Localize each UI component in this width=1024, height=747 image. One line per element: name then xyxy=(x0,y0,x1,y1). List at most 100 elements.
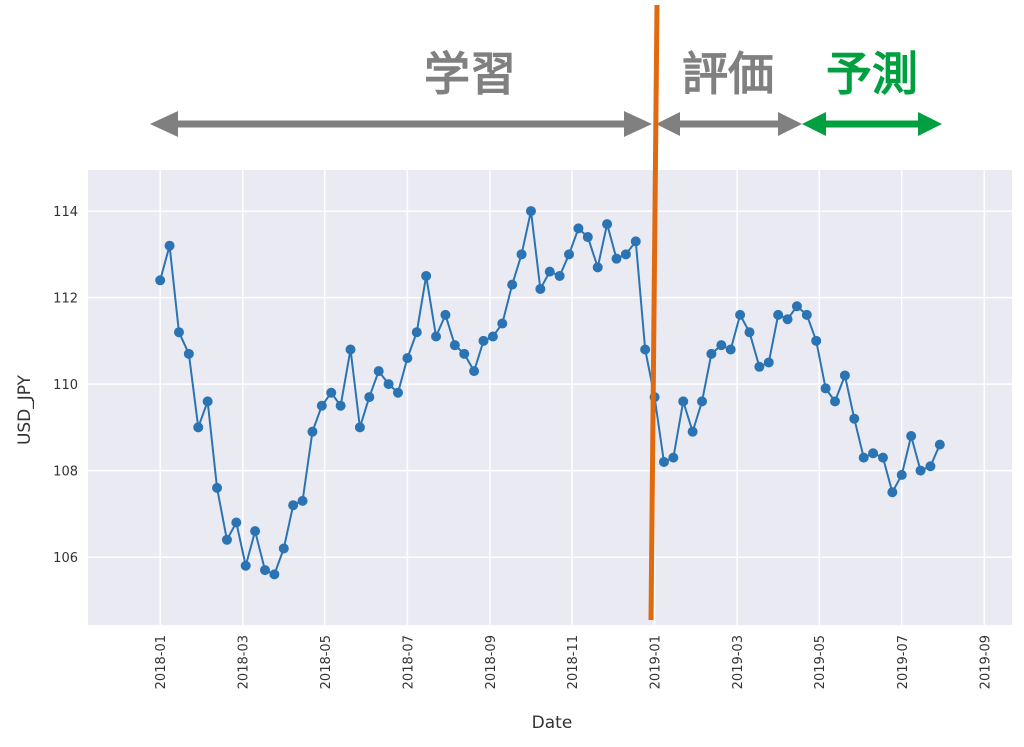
marker xyxy=(544,266,555,277)
marker xyxy=(716,340,727,351)
marker xyxy=(449,340,460,351)
marker xyxy=(592,262,603,273)
marker xyxy=(573,223,584,234)
marker xyxy=(354,422,365,433)
marker xyxy=(487,331,498,342)
y-tick-label: 108 xyxy=(53,465,78,480)
marker xyxy=(525,206,536,217)
x-tick-label: 2019-05 xyxy=(813,635,828,689)
marker xyxy=(164,240,175,251)
marker xyxy=(516,249,527,260)
x-tick-label: 2018-03 xyxy=(237,635,252,689)
marker xyxy=(345,344,356,355)
marker xyxy=(440,309,451,320)
x-tick-label: 2018-11 xyxy=(566,635,581,689)
marker xyxy=(240,560,251,571)
x-axis-label: Date xyxy=(532,713,573,733)
marker xyxy=(202,396,213,407)
marker xyxy=(535,283,546,294)
marker xyxy=(269,569,280,580)
marker xyxy=(383,379,394,390)
marker xyxy=(402,353,413,364)
marker xyxy=(735,309,746,320)
marker xyxy=(640,344,651,355)
y-axis-label: USD_JPY xyxy=(15,374,35,445)
marker xyxy=(431,331,442,342)
x-tick-label: 2019-03 xyxy=(731,635,746,689)
marker xyxy=(858,452,869,463)
x-tick-label: 2018-05 xyxy=(319,635,334,689)
x-tick-label: 2018-01 xyxy=(154,635,169,689)
marker xyxy=(364,392,375,403)
y-tick-label: 110 xyxy=(53,378,78,393)
marker xyxy=(278,543,289,554)
x-tick-label: 2019-01 xyxy=(649,635,664,689)
marker xyxy=(497,318,508,329)
marker xyxy=(906,430,917,441)
marker xyxy=(173,327,184,338)
marker xyxy=(706,348,717,359)
marker xyxy=(250,526,261,537)
marker xyxy=(411,327,422,338)
marker xyxy=(934,439,945,450)
marker xyxy=(611,253,622,264)
marker xyxy=(392,387,403,398)
x-tick-label: 2019-07 xyxy=(896,635,911,689)
marker xyxy=(811,335,822,346)
marker xyxy=(459,348,470,359)
marker xyxy=(155,275,166,286)
split-line xyxy=(648,4,660,621)
marker xyxy=(791,301,802,312)
marker xyxy=(231,517,242,528)
marker xyxy=(193,422,204,433)
marker xyxy=(725,344,736,355)
marker xyxy=(744,327,755,338)
marker xyxy=(259,565,270,576)
marker xyxy=(754,361,765,372)
x-tick-label: 2018-09 xyxy=(484,635,499,689)
marker xyxy=(868,448,879,459)
arrows xyxy=(150,111,942,137)
annotation: 学習 xyxy=(424,47,516,101)
y-tick-label: 112 xyxy=(53,292,78,307)
marker xyxy=(554,270,565,281)
annotation: 予測 xyxy=(826,47,918,101)
marker xyxy=(316,400,327,411)
marker xyxy=(630,236,641,247)
marker xyxy=(658,456,669,467)
marker xyxy=(925,461,936,472)
marker xyxy=(697,396,708,407)
marker xyxy=(288,500,299,511)
marker xyxy=(668,452,679,463)
marker xyxy=(839,370,850,381)
y-tick-label: 114 xyxy=(53,205,78,220)
marker xyxy=(221,534,232,545)
annotation: 評価 xyxy=(682,47,774,101)
marker xyxy=(678,396,689,407)
marker xyxy=(887,487,898,498)
marker xyxy=(896,469,907,480)
marker xyxy=(782,314,793,325)
marker xyxy=(421,270,432,281)
marker xyxy=(830,396,841,407)
marker xyxy=(326,387,337,398)
marker xyxy=(801,309,812,320)
x-tick-label: 2019-09 xyxy=(978,635,993,689)
marker xyxy=(507,279,518,290)
marker xyxy=(212,482,223,493)
marker xyxy=(183,348,194,359)
marker xyxy=(773,309,784,320)
marker xyxy=(820,383,831,394)
marker xyxy=(564,249,575,260)
marker xyxy=(602,219,613,230)
y-tick-label: 106 xyxy=(53,551,78,566)
marker xyxy=(915,465,926,476)
marker xyxy=(763,357,774,368)
marker xyxy=(335,400,346,411)
marker xyxy=(582,232,593,243)
marker xyxy=(478,335,489,346)
marker xyxy=(469,366,480,377)
marker xyxy=(877,452,888,463)
x-tick-label: 2018-07 xyxy=(401,635,416,689)
